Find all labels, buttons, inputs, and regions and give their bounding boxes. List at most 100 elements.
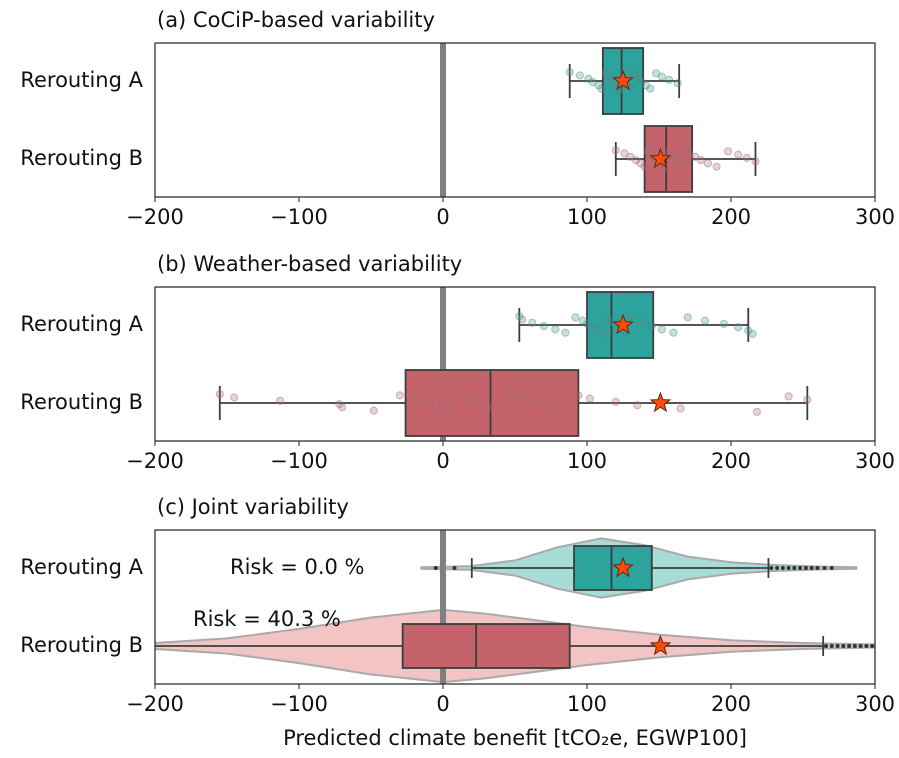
y-tick-label: Rerouting B bbox=[20, 146, 143, 170]
x-tick-label: 300 bbox=[855, 205, 895, 229]
point bbox=[664, 75, 674, 85]
point bbox=[657, 325, 666, 334]
point bbox=[515, 312, 524, 321]
point bbox=[276, 396, 285, 405]
point bbox=[582, 319, 592, 328]
point bbox=[690, 152, 700, 161]
x-tick-label: −200 bbox=[126, 205, 184, 229]
point bbox=[584, 74, 593, 83]
y-tick-label: Rerouting B bbox=[20, 390, 143, 414]
point bbox=[643, 147, 652, 156]
point bbox=[585, 394, 594, 403]
x-tick-label: 200 bbox=[711, 692, 751, 716]
point bbox=[438, 404, 448, 413]
point bbox=[611, 146, 620, 155]
outlier bbox=[829, 566, 834, 570]
point bbox=[636, 159, 645, 168]
point bbox=[700, 316, 710, 325]
point bbox=[784, 392, 793, 401]
point bbox=[230, 393, 239, 402]
point bbox=[508, 390, 517, 399]
panel: (a) CoCiP-based variability Rerouting A Re… bbox=[20, 8, 895, 229]
point bbox=[571, 313, 580, 322]
box-group bbox=[215, 369, 812, 437]
point bbox=[486, 402, 495, 411]
point bbox=[748, 329, 757, 338]
point bbox=[431, 401, 440, 410]
point bbox=[598, 329, 607, 338]
point bbox=[712, 162, 721, 171]
outlier bbox=[798, 566, 803, 570]
point bbox=[634, 74, 643, 83]
point bbox=[578, 316, 587, 325]
point bbox=[680, 146, 690, 155]
panel-title: (c) Joint variability bbox=[157, 495, 349, 519]
panel: (b) Weather-based variability Rerouting A… bbox=[20, 252, 895, 473]
point bbox=[676, 161, 685, 170]
x-tick-label: −200 bbox=[126, 449, 184, 473]
box-group bbox=[515, 291, 757, 359]
x-tick-label: 0 bbox=[436, 449, 449, 473]
panel-title: (a) CoCiP-based variability bbox=[157, 8, 435, 32]
outlier bbox=[841, 644, 846, 648]
outlier bbox=[815, 566, 820, 570]
point bbox=[673, 158, 682, 167]
point bbox=[561, 328, 570, 337]
outlier bbox=[824, 644, 829, 648]
point bbox=[742, 153, 751, 162]
point bbox=[518, 315, 527, 324]
outlier bbox=[803, 566, 808, 570]
outlier bbox=[822, 566, 827, 570]
mean-star bbox=[612, 556, 634, 578]
outlier bbox=[809, 566, 814, 570]
point bbox=[611, 397, 620, 406]
box-group bbox=[433, 545, 834, 591]
point bbox=[551, 403, 560, 412]
x-tick-label: 300 bbox=[855, 692, 895, 716]
point bbox=[633, 401, 642, 410]
point bbox=[467, 395, 476, 404]
panel: (c) Joint variability Rerouting A Reroutin… bbox=[20, 495, 895, 750]
panel-title: (b) Weather-based variability bbox=[157, 252, 462, 276]
point bbox=[641, 81, 651, 90]
point bbox=[594, 326, 603, 335]
box bbox=[404, 369, 580, 437]
point bbox=[683, 313, 692, 322]
x-tick-label: 100 bbox=[567, 692, 607, 716]
x-tick-label: 200 bbox=[711, 205, 751, 229]
box-group bbox=[155, 623, 875, 669]
point bbox=[528, 396, 537, 405]
point bbox=[620, 149, 629, 158]
x-tick-label: −200 bbox=[126, 692, 184, 716]
point bbox=[518, 393, 527, 402]
point bbox=[734, 150, 743, 159]
x-tick-label: 0 bbox=[436, 205, 449, 229]
outlier bbox=[835, 644, 840, 648]
outlier bbox=[433, 566, 438, 570]
box-group bbox=[565, 47, 682, 115]
plot-frame bbox=[154, 286, 876, 442]
point bbox=[551, 325, 560, 334]
point bbox=[421, 397, 430, 406]
point bbox=[597, 84, 606, 93]
point bbox=[565, 68, 574, 77]
point bbox=[574, 391, 583, 400]
x-tick-label: 100 bbox=[567, 449, 607, 473]
point bbox=[637, 78, 646, 87]
point bbox=[565, 406, 574, 415]
outlier bbox=[852, 644, 857, 648]
point bbox=[604, 72, 613, 81]
y-tick-label: Rerouting B bbox=[20, 633, 143, 657]
point bbox=[528, 318, 537, 327]
point bbox=[539, 400, 548, 409]
outlier bbox=[792, 566, 797, 570]
x-tick-label: −100 bbox=[270, 692, 328, 716]
point bbox=[669, 154, 678, 164]
point bbox=[626, 152, 635, 161]
point bbox=[447, 407, 456, 416]
x-tick-label: −100 bbox=[270, 205, 328, 229]
plot-frame bbox=[154, 42, 876, 198]
point bbox=[335, 400, 344, 409]
outlier bbox=[769, 566, 774, 570]
